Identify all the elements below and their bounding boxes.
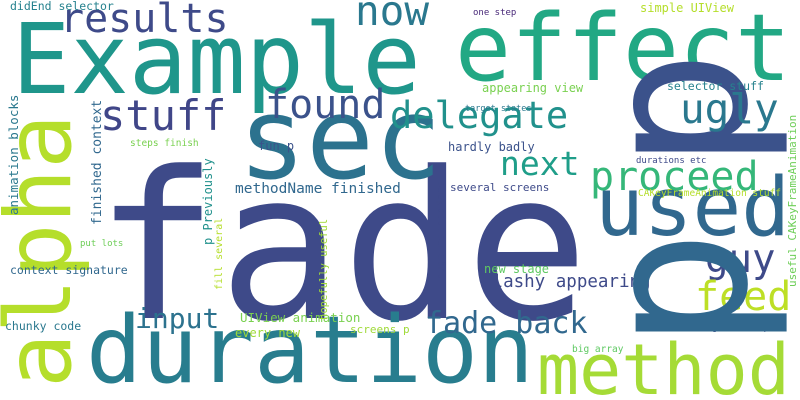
word: feed: [695, 274, 791, 320]
word: hardly badly: [448, 140, 535, 154]
word: guy: [705, 237, 775, 282]
word: ugly: [680, 85, 779, 133]
word: input: [135, 302, 219, 335]
word: one step: [473, 8, 516, 18]
word: results: [60, 0, 229, 42]
word: selector stuff: [667, 79, 764, 93]
word: fade back: [425, 306, 588, 341]
word: finished context: [90, 100, 105, 225]
word: durations etc: [636, 156, 706, 166]
word: found: [265, 82, 385, 128]
word: UIView animation: [240, 310, 360, 325]
word: every new: [235, 326, 301, 340]
word: chunky code: [5, 319, 81, 333]
word: context signature: [10, 263, 128, 277]
word: put lots: [80, 239, 123, 249]
word: big array: [572, 344, 624, 355]
word: stuff: [100, 91, 226, 140]
word: screens p: [350, 323, 410, 336]
word: effect: [455, 0, 791, 102]
word: CAKeyFrameAnimation stuff: [638, 188, 781, 199]
word: delegate: [390, 94, 568, 137]
word: proceed: [590, 154, 759, 200]
word: next: [500, 144, 579, 183]
word: fun p: [258, 139, 294, 153]
word: simple UIView: [640, 1, 735, 15]
word: p: [560, 230, 793, 350]
word: method: [537, 329, 790, 400]
word: p Previously: [201, 158, 215, 245]
word: Example: [12, 3, 421, 116]
word: hopefully useful: [318, 219, 330, 320]
word: animation blocks: [6, 95, 21, 215]
word: appearing view: [482, 81, 584, 95]
word: new stage: [484, 262, 549, 276]
word: target states: [465, 104, 532, 114]
word: several screens: [450, 181, 549, 194]
word: used: [595, 161, 790, 255]
word: useful CAKeyFrameAnimation: [786, 115, 799, 287]
word: good examples: [712, 322, 786, 333]
word: duration: [86, 296, 534, 400]
word: fade: [95, 129, 589, 367]
word: now: [355, 0, 429, 35]
word: didEnd selector: [10, 0, 114, 13]
word: fill several: [214, 218, 225, 290]
word: methodName finished: [235, 181, 401, 197]
word: steps finish: [130, 138, 199, 149]
word: huge methodName: [434, 181, 447, 280]
word: alpha: [0, 114, 92, 388]
word: p: [560, 50, 793, 170]
word: flashy appearing: [482, 272, 651, 292]
word: sec: [238, 73, 442, 205]
